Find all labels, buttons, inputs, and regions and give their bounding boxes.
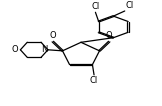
Text: Cl: Cl [91,2,100,11]
Text: O: O [49,31,56,40]
Text: O: O [12,45,18,54]
Text: N: N [41,45,47,54]
Text: Cl: Cl [126,1,134,10]
Text: Cl: Cl [90,76,98,85]
Text: O: O [106,31,113,40]
